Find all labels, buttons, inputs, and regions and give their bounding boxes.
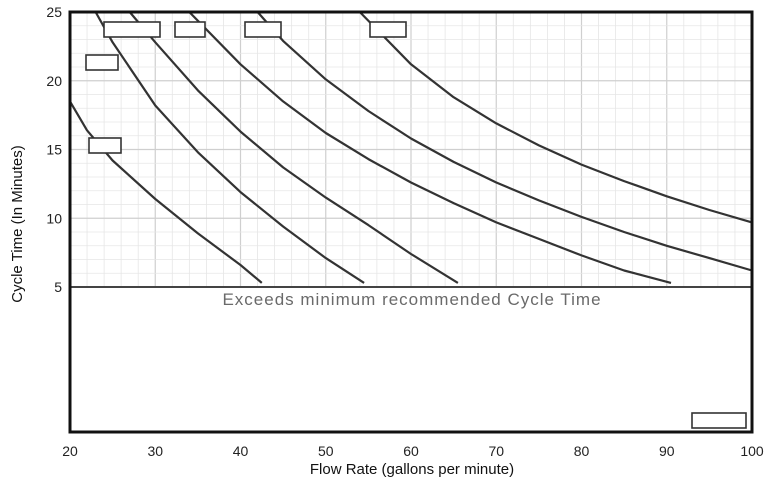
series-line-4 <box>188 11 672 284</box>
grid <box>69 11 753 288</box>
y-tick-label: 5 <box>54 279 62 295</box>
series-labels <box>85 21 747 429</box>
corner-label-box <box>691 412 747 429</box>
series-label-box-1 <box>88 137 122 154</box>
series-line-1 <box>69 100 263 284</box>
y-tick-label: 25 <box>46 4 62 20</box>
x-tick-label: 80 <box>574 443 590 459</box>
series-label-box-2 <box>85 54 119 71</box>
y-axis-title: Cycle Time (In Minutes) <box>9 145 26 303</box>
x-tick-label: 90 <box>659 443 675 459</box>
series-lines <box>69 11 753 284</box>
series-label-box-6 <box>369 21 407 38</box>
tick-labels: 20 30 40 50 60 70 80 90 100 5 10 15 20 25 <box>46 4 763 459</box>
x-tick-label: 60 <box>403 443 419 459</box>
series-label-box-4 <box>174 21 206 38</box>
series-label-box-3 <box>103 21 161 38</box>
series-line-3 <box>128 11 459 284</box>
series-line-6 <box>359 11 753 224</box>
x-tick-label: 20 <box>62 443 78 459</box>
x-tick-label: 50 <box>318 443 334 459</box>
x-tick-label: 100 <box>740 443 764 459</box>
threshold-caption: Exceeds minimum recommended Cycle Time <box>222 290 601 309</box>
y-tick-label: 15 <box>46 142 62 158</box>
x-axis-title: Flow Rate (gallons per minute) <box>310 461 514 478</box>
series-line-5 <box>256 11 753 272</box>
series-label-box-5 <box>244 21 282 38</box>
threshold-line: Exceeds minimum recommended Cycle Time <box>70 286 752 309</box>
x-tick-label: 70 <box>488 443 504 459</box>
x-tick-label: 30 <box>147 443 163 459</box>
x-tick-label: 40 <box>233 443 249 459</box>
plot-frame <box>68 10 754 434</box>
y-tick-label: 20 <box>46 73 62 89</box>
y-tick-label: 10 <box>46 210 62 226</box>
series-line-2 <box>94 11 365 284</box>
